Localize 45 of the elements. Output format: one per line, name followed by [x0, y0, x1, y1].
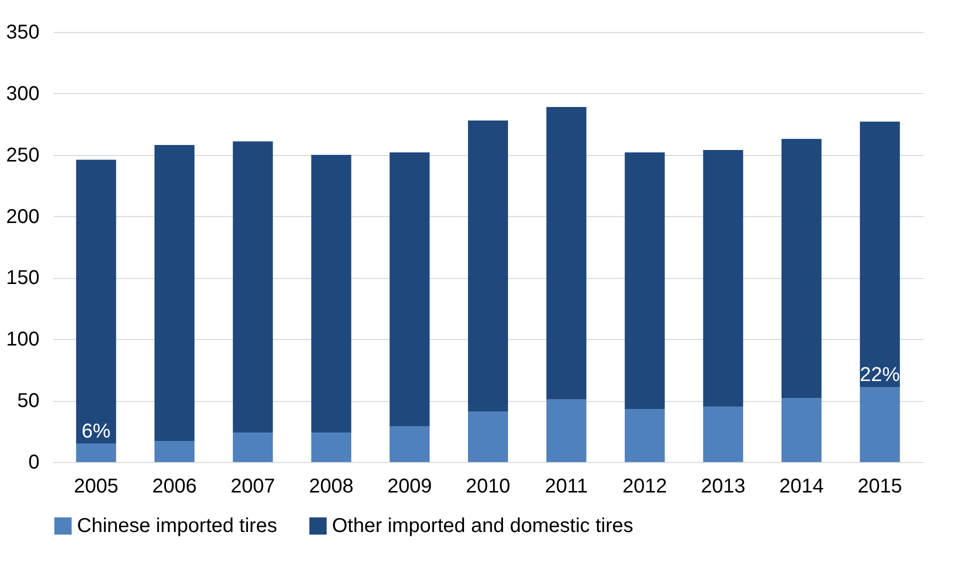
- legend-label: Other imported and domestic tires: [332, 515, 634, 537]
- bar: [154, 145, 194, 442]
- bar: [860, 122, 900, 388]
- bar: [311, 432, 352, 462]
- bar: [782, 398, 822, 462]
- x-tick-label: 2005: [74, 476, 118, 498]
- x-tick-label: 2009: [387, 476, 432, 498]
- y-tick-label: 150: [6, 267, 40, 290]
- x-tick-label: 2007: [230, 476, 276, 498]
- bar: [468, 412, 508, 462]
- bar: [154, 441, 194, 462]
- y-tick-label: 0: [28, 452, 40, 474]
- annotation: 6%: [82, 420, 111, 443]
- bar: [390, 152, 430, 426]
- x-tick-label: 2013: [700, 476, 746, 498]
- x-tick-label: 2010: [466, 476, 510, 498]
- bar: [703, 150, 744, 407]
- x-tick-label: 2012: [622, 476, 668, 498]
- x-tick-label: 2008: [308, 476, 354, 498]
- bar: [76, 444, 116, 462]
- legend-label: Chinese imported tires: [77, 515, 278, 537]
- bar: [390, 426, 430, 462]
- x-tick-label: 2006: [152, 476, 197, 498]
- x-tick-label: 2011: [544, 476, 588, 498]
- bar: [232, 141, 273, 433]
- bar: [468, 120, 508, 412]
- y-tick-label: 200: [6, 206, 40, 228]
- bar: [782, 138, 822, 398]
- bar: [624, 409, 665, 462]
- bar: [232, 432, 273, 462]
- y-tick-label: 100: [6, 328, 40, 351]
- bar: [860, 387, 900, 462]
- bar: [546, 399, 586, 462]
- x-tick-label: 2014: [779, 476, 824, 498]
- y-tick-label: 350: [6, 22, 40, 44]
- y-tick-label: 300: [6, 82, 40, 105]
- y-tick-label: 50: [17, 390, 40, 412]
- bar: [546, 106, 586, 400]
- bar: [311, 154, 352, 433]
- bar: [703, 406, 744, 462]
- y-tick-label: 250: [6, 144, 40, 166]
- annotation: 22%: [860, 364, 900, 386]
- x-tick-label: 2015: [858, 476, 902, 498]
- bar: [76, 160, 116, 444]
- bar: [624, 152, 665, 410]
